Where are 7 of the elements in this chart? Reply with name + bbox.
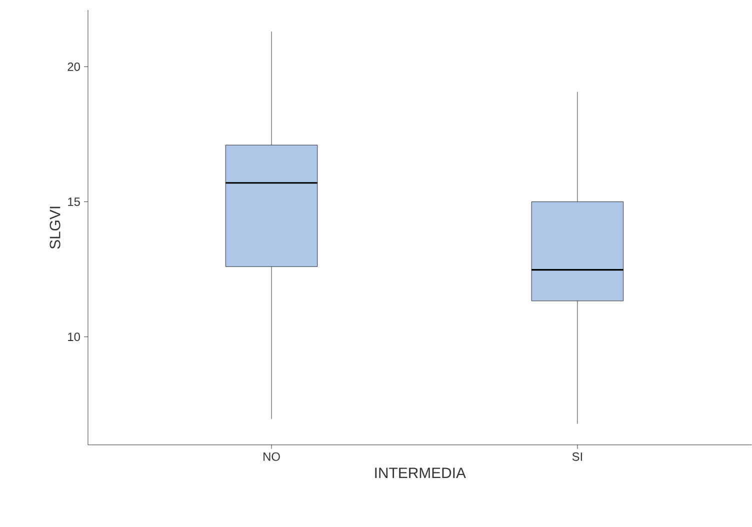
x-axis-title: INTERMEDIA bbox=[375, 468, 466, 478]
y-tick-label: 15 bbox=[68, 198, 80, 206]
x-tick-label: NO bbox=[264, 452, 280, 461]
y-axis-title: SLGVI bbox=[50, 206, 60, 249]
x-tick-label: SI bbox=[572, 452, 582, 461]
y-tick-label: 20 bbox=[68, 62, 80, 72]
y-tick-label: 10 bbox=[68, 332, 80, 342]
